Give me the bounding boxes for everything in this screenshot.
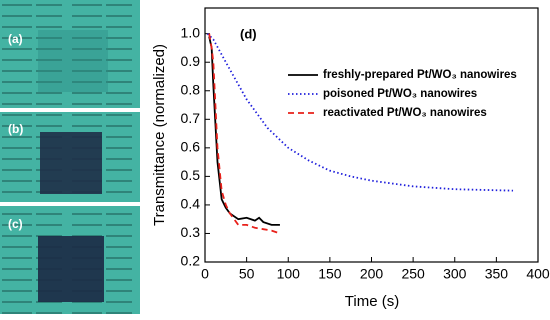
y-tick-label: 0.4 xyxy=(181,196,201,212)
x-tick-label: 200 xyxy=(360,266,384,282)
panel-label: (a) xyxy=(8,32,23,46)
y-tick-label: 0.9 xyxy=(181,53,201,69)
plot-frame xyxy=(204,7,539,263)
series-line xyxy=(208,33,281,235)
x-tick-label: 50 xyxy=(239,266,255,282)
film-c xyxy=(38,236,104,302)
x-tick-label: 400 xyxy=(526,266,550,282)
annotation: (d) xyxy=(240,26,257,41)
panel-label: (c) xyxy=(8,217,23,231)
y-tick-label: 0.7 xyxy=(181,110,201,126)
photo-panels: (a) (b) (c) xyxy=(0,0,140,314)
x-tick-label: 0 xyxy=(201,266,209,282)
y-tick-label: 0.3 xyxy=(181,224,201,240)
legend-label: reactivated Pt/WO₃ nanowires xyxy=(323,107,487,119)
x-axis-label: Time (s) xyxy=(345,293,399,310)
y-axis-label: Transmittance (normalized) xyxy=(151,44,168,226)
x-tick-label: 100 xyxy=(277,266,301,282)
x-tick-label: 350 xyxy=(485,266,509,282)
y-tick-label: 1.0 xyxy=(181,24,201,40)
film-a xyxy=(38,30,108,92)
photo-a xyxy=(0,0,140,108)
y-tick-label: 0.8 xyxy=(181,81,201,97)
legend-label: freshly-prepared Pt/WO₃ nanowires xyxy=(323,69,517,81)
film-b xyxy=(40,132,102,194)
series-line xyxy=(208,36,280,226)
x-tick-label: 250 xyxy=(401,266,425,282)
y-tick-label: 0.6 xyxy=(181,139,201,155)
x-tick-label: 150 xyxy=(318,266,342,282)
y-tick-label: 0.2 xyxy=(181,253,201,269)
x-tick-label: 300 xyxy=(443,266,467,282)
legend-label: poisoned Pt/WO₃ nanowires xyxy=(323,88,477,100)
panel-label: (b) xyxy=(8,122,23,136)
series-line xyxy=(206,33,514,192)
y-tick-label: 0.5 xyxy=(181,167,201,183)
